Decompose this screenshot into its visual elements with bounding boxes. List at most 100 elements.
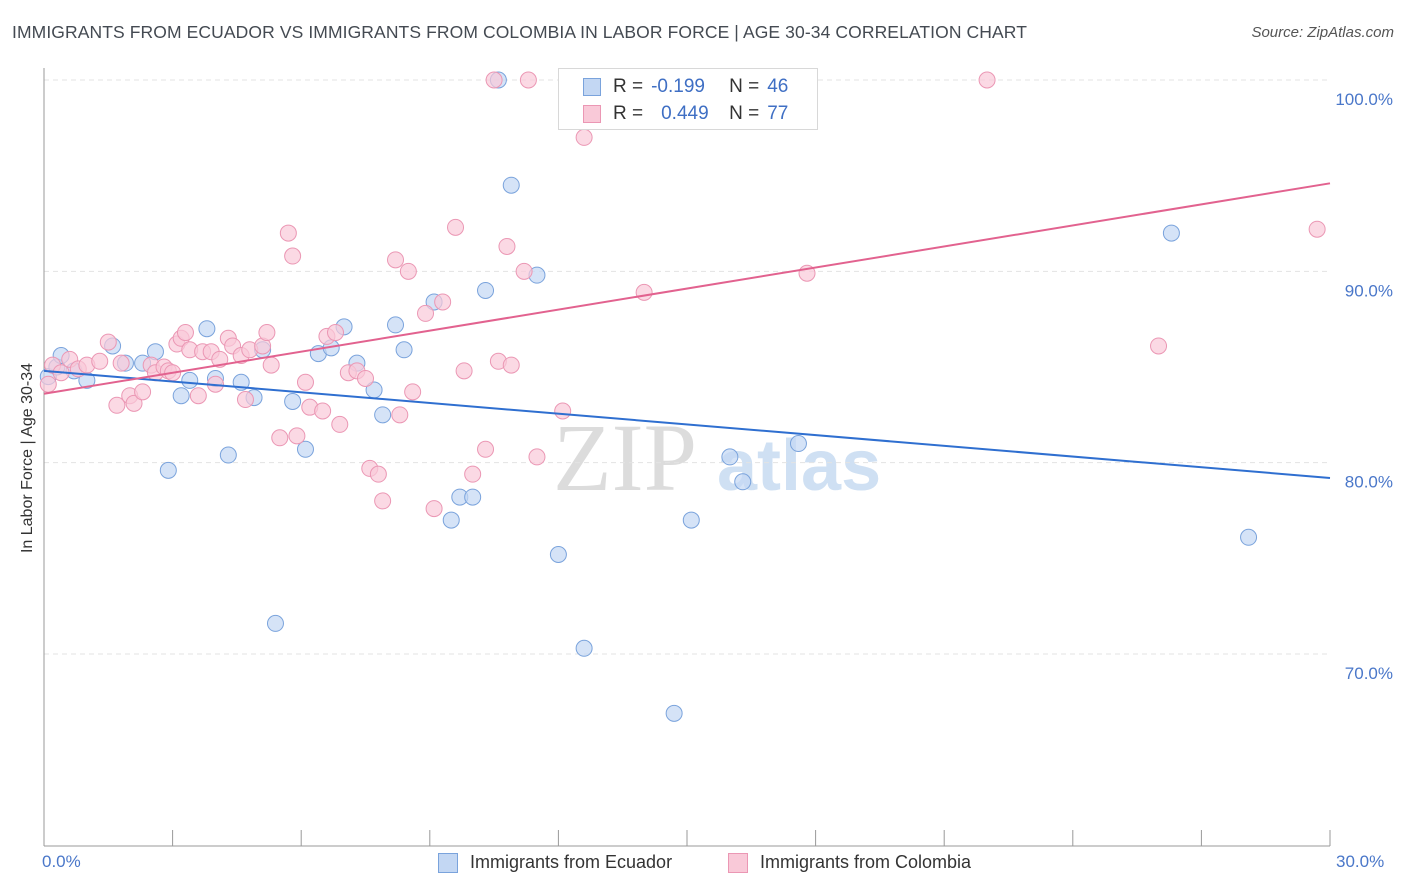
y-tick-label: 70.0% (1345, 664, 1393, 683)
legend-n-label: N = (729, 103, 760, 124)
ecuador-point (284, 392, 302, 410)
colombia-point (99, 333, 117, 351)
colombia-point (279, 224, 297, 242)
colombia-point (447, 218, 465, 236)
ecuador-point (387, 316, 405, 334)
colombia-point (434, 293, 452, 311)
colombia-point (399, 262, 417, 280)
colombia-point (189, 387, 207, 405)
ecuador-point (198, 320, 216, 338)
ecuador-point (374, 406, 392, 424)
ecuador-point (172, 387, 190, 405)
legend-r-label: R = (613, 76, 644, 97)
colombia-point (528, 448, 546, 466)
ecuador-point (1240, 528, 1258, 546)
ecuador-point (219, 446, 237, 464)
legend-n-label: N = (729, 76, 760, 97)
correlation-legend: R = -0.199 N = 46 R = 0.449 N = 77 (558, 68, 818, 130)
colombia-point (369, 465, 387, 483)
colombia-point (39, 375, 57, 393)
y-axis-label: In Labor Force | Age 30-34 (19, 362, 36, 554)
ecuador-point (575, 639, 593, 657)
bottom-legend-label-colombia: Immigrants from Colombia (760, 852, 972, 872)
y-tick-label: 90.0% (1345, 281, 1393, 300)
colombia-point (515, 262, 533, 280)
ecuador-point (665, 704, 683, 722)
colombia-point (176, 324, 194, 342)
legend-n-value-colombia: 77 (767, 103, 789, 124)
colombia-point (425, 500, 443, 518)
chart-title: IMMIGRANTS FROM ECUADOR VS IMMIGRANTS FR… (12, 22, 1028, 42)
ecuador-point (721, 448, 739, 466)
colombia-point (391, 406, 409, 424)
colombia-point (112, 354, 130, 372)
colombia-point (236, 391, 254, 409)
colombia-point (502, 356, 520, 374)
ecuador-point (682, 511, 700, 529)
colombia-point (211, 350, 229, 368)
colombia-point (978, 71, 996, 89)
colombia-point (331, 415, 349, 433)
colombia-point (1308, 220, 1326, 238)
y-tick-label: 100.0% (1335, 90, 1393, 109)
ecuador-point (477, 281, 495, 299)
colombia-point (374, 492, 392, 510)
colombia-point (357, 369, 374, 387)
colombia-point (464, 465, 482, 483)
ecuador-point (789, 435, 807, 453)
bottom-legend-colombia: Immigrants from Colombia (728, 852, 971, 873)
colombia-point (134, 383, 152, 401)
ecuador-point (464, 488, 482, 506)
legend-r-value-colombia: 0.449 (661, 103, 709, 124)
bottom-legend-ecuador: Immigrants from Ecuador (438, 852, 672, 873)
colombia-point (477, 440, 495, 458)
bottom-legend-label-ecuador: Immigrants from Ecuador (470, 852, 673, 872)
ecuador-point (181, 371, 199, 389)
ecuador-point (296, 440, 314, 458)
y-tick-label: 80.0% (1345, 473, 1393, 492)
ecuador-point (1162, 224, 1180, 242)
colombia-point (108, 396, 126, 414)
colombia-point (262, 356, 280, 374)
colombia-point (326, 324, 344, 342)
legend-n-value-ecuador: 46 (767, 76, 789, 97)
colombia-point (635, 283, 653, 301)
colombia-point (575, 128, 593, 146)
colombia-point (284, 247, 302, 265)
colombia-point (91, 352, 109, 370)
colombia-point (404, 383, 422, 401)
x-tick-label-max: 30.0% (1336, 852, 1385, 871)
ecuador-point (734, 473, 752, 491)
colombia-point (1150, 337, 1168, 355)
x-tick-label-min: 0.0% (42, 852, 81, 871)
colombia-point (519, 71, 537, 89)
bottom-legend-swatch-colombia (728, 852, 748, 873)
colombia-point (387, 251, 405, 269)
ecuador-point (266, 614, 284, 632)
colombia-point (417, 304, 435, 322)
legend-row-colombia: R = 0.449 N = 77 (583, 101, 788, 127)
watermark: ZIP atlas (553, 404, 881, 511)
colombia-point (258, 324, 276, 342)
legend-row-ecuador: R = -0.199 N = 46 (583, 74, 788, 100)
colombia-point (288, 427, 306, 445)
colombia-point (314, 402, 332, 420)
ecuador-point (159, 461, 177, 479)
colombia-point (125, 394, 143, 412)
legend-swatch-ecuador (583, 78, 601, 96)
colombia-point (498, 237, 516, 255)
ecuador-point (442, 511, 460, 529)
ecuador-point (395, 341, 413, 359)
colombia-point (455, 362, 473, 380)
source-label: Source: ZipAtlas.com (1251, 24, 1394, 41)
colombia-point (485, 71, 503, 89)
ecuador-point (549, 546, 567, 564)
ecuador-point (502, 176, 520, 194)
colombia-point (271, 429, 289, 447)
ecuador-trend-line (43, 369, 1331, 479)
colombia-trend-line (43, 182, 1331, 395)
watermark-zip: ZIP (553, 404, 697, 511)
bottom-legend-swatch-ecuador (438, 852, 458, 873)
legend-swatch-colombia (583, 105, 601, 123)
